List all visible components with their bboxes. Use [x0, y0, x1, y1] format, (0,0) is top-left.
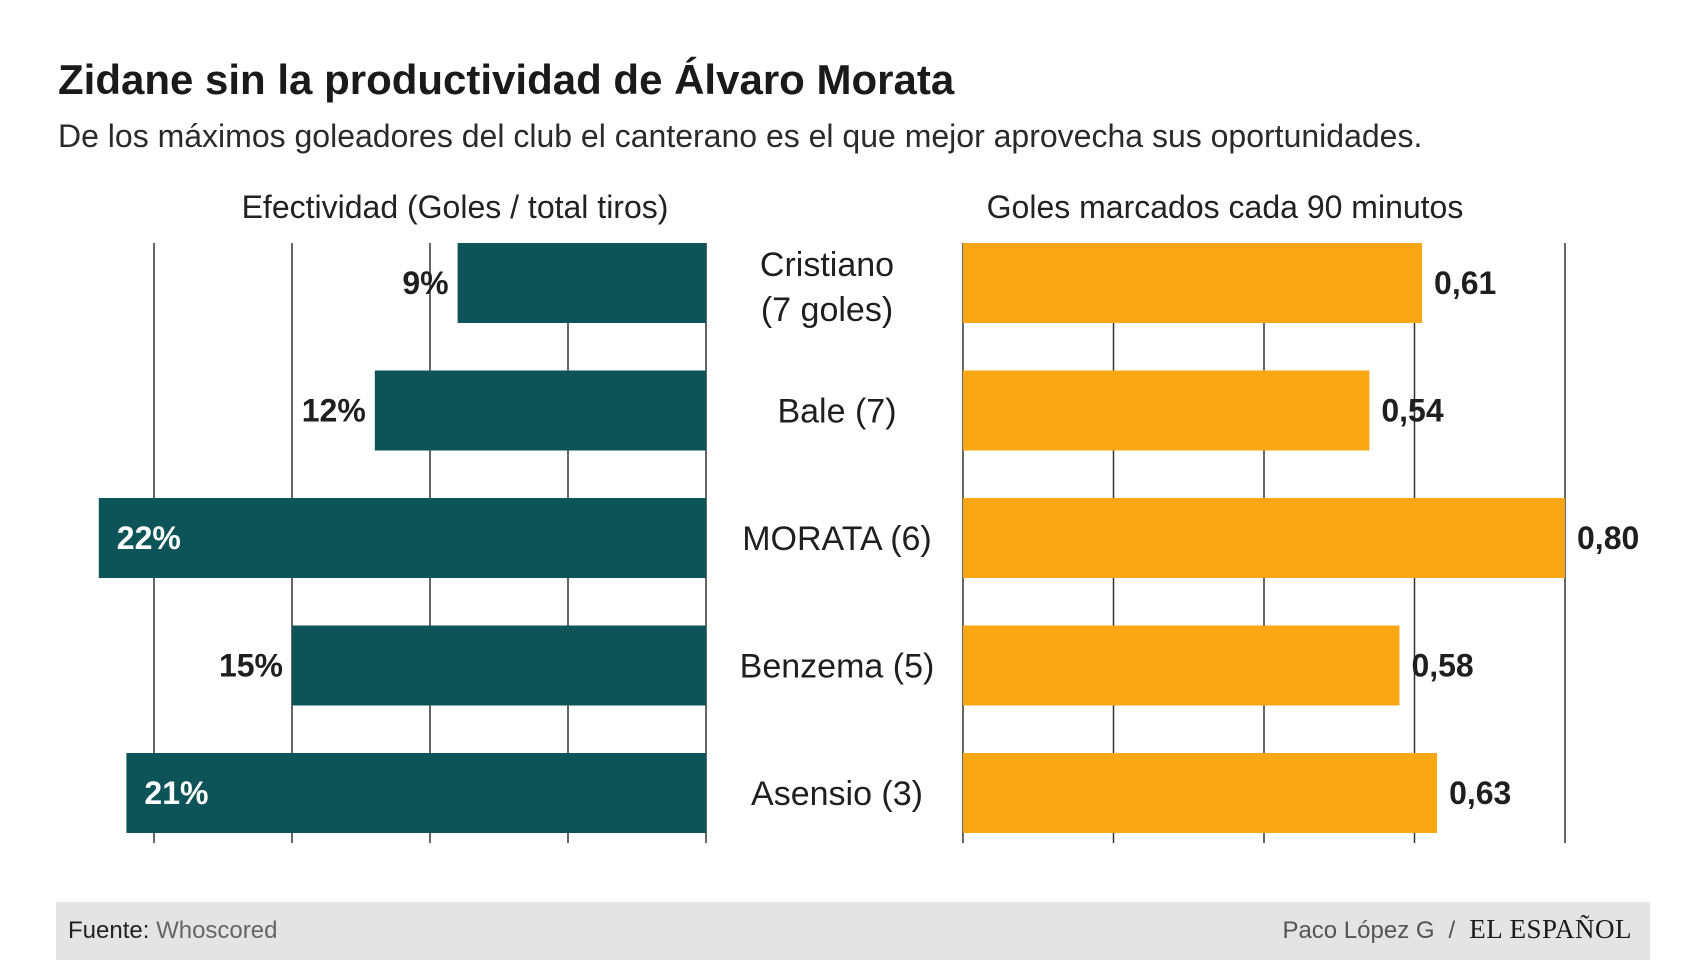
right-value-label: 0,63: [1449, 775, 1511, 811]
left-value-label: 12%: [302, 393, 366, 429]
left-bars: [98, 243, 707, 833]
brand-logo: EL ESPAÑOL: [1469, 914, 1632, 944]
player-labels: Cristiano (7 goles) Bale (7) MORATA (6) Benz…: [740, 246, 935, 813]
left-chart-title: Efectividad (Goles / total tiros): [242, 189, 669, 225]
player-label: Asensio (3): [751, 775, 923, 813]
right-chart-title: Goles marcados cada 90 minutos: [987, 189, 1464, 225]
player-label: Benzema (5): [740, 648, 935, 686]
left-value-label: 22%: [117, 520, 181, 556]
footer: Fuente: Whoscored Paco López G / EL ESPA…: [56, 902, 1650, 960]
left-bar: [457, 243, 706, 323]
chart-title: Zidane sin la productividad de Álvaro Mo…: [58, 56, 955, 103]
player-label: MORATA (6): [742, 520, 932, 558]
left-bar: [98, 498, 707, 578]
author-credit: Paco López G / EL ESPAÑOL: [1282, 914, 1632, 945]
author-name: Paco López G: [1282, 917, 1435, 944]
credit-separator: /: [1448, 917, 1456, 944]
left-value-label: 9%: [402, 265, 448, 301]
right-value-label: 0,54: [1381, 393, 1443, 429]
left-value-label: 21%: [144, 775, 208, 811]
right-bar: [963, 370, 1370, 451]
left-bar: [374, 370, 706, 451]
right-bar: [963, 625, 1400, 706]
right-bar: [963, 753, 1438, 833]
source-label: Fuente:: [68, 917, 150, 944]
chart-subtitle: De los máximos goleadores del club el ca…: [58, 118, 1423, 154]
right-value-labels: 0,61 0,54 0,80 0,58 0,63: [1381, 265, 1639, 811]
right-bars: [963, 243, 1565, 833]
left-value-label: 15%: [219, 648, 283, 684]
player-label: Bale (7): [777, 393, 896, 431]
right-bar: [963, 243, 1423, 323]
left-value-labels: 9% 12% 22% 15% 21%: [117, 265, 449, 811]
left-bar: [126, 753, 706, 833]
right-value-label: 0,61: [1434, 265, 1496, 301]
player-label: Cristiano: [760, 246, 894, 284]
right-value-label: 0,80: [1577, 520, 1639, 556]
player-label-line2: (7 goles): [761, 291, 893, 329]
bar-charts: Efectividad (Goles / total tiros) Goles …: [98, 189, 1639, 843]
source-value: Whoscored: [156, 917, 278, 944]
right-value-label: 0,58: [1411, 648, 1473, 684]
right-bar: [963, 498, 1565, 578]
source-credit: Fuente: Whoscored: [68, 917, 277, 945]
left-bar: [292, 625, 706, 706]
